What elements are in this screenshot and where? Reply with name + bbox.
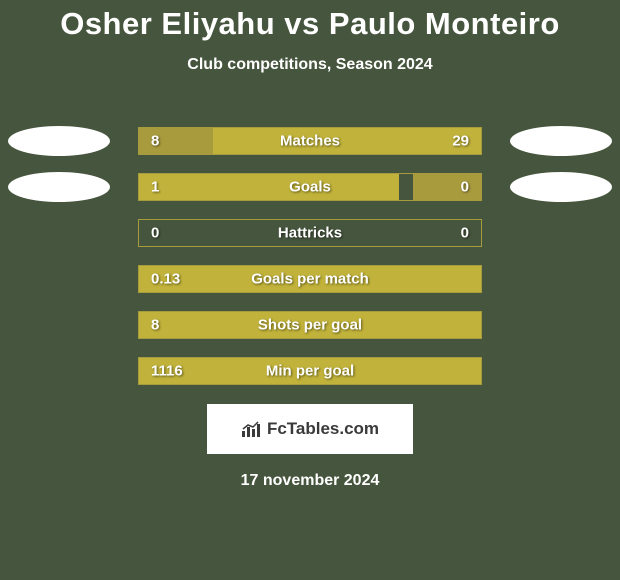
player1-badge — [8, 172, 110, 202]
stat-left-value: 8 — [151, 317, 159, 334]
chart-icon — [241, 420, 263, 438]
stat-left-value: 0.13 — [151, 271, 180, 288]
stat-left-value: 0 — [151, 225, 159, 242]
date-text: 17 november 2024 — [0, 472, 620, 490]
stat-bar: 1116 Min per goal — [138, 357, 482, 385]
comparison-infographic: Osher Eliyahu vs Paulo Monteiro Club com… — [0, 0, 620, 490]
stat-right-value: 0 — [461, 225, 469, 242]
placeholder — [8, 264, 110, 294]
stat-bar: 1 0 Goals — [138, 173, 482, 201]
bar-left-fill — [139, 174, 399, 200]
placeholder — [510, 356, 612, 386]
stat-right-value: 0 — [461, 179, 469, 196]
stat-label: Goals — [289, 179, 331, 196]
bar-gap — [399, 174, 413, 200]
stat-label: Min per goal — [266, 363, 354, 380]
bar-right-fill — [213, 128, 481, 154]
placeholder — [510, 310, 612, 340]
player1-badge — [8, 126, 110, 156]
stat-right-value: 29 — [452, 133, 469, 150]
placeholder — [510, 264, 612, 294]
stat-row: 0 0 Hattricks — [0, 210, 620, 256]
placeholder — [8, 218, 110, 248]
logo-box: FcTables.com — [207, 404, 413, 454]
player2-badge — [510, 172, 612, 202]
stat-label: Shots per goal — [258, 317, 362, 334]
player1-name: Osher Eliyahu — [60, 6, 275, 41]
stat-row: 8 29 Matches — [0, 118, 620, 164]
stat-bar: 8 29 Matches — [138, 127, 482, 155]
stat-row: 0.13 Goals per match — [0, 256, 620, 302]
page-title: Osher Eliyahu vs Paulo Monteiro — [0, 6, 620, 42]
stat-left-value: 1 — [151, 179, 159, 196]
stat-label: Matches — [280, 133, 340, 150]
stat-left-value: 8 — [151, 133, 159, 150]
logo: FcTables.com — [241, 419, 379, 439]
stat-label: Goals per match — [251, 271, 369, 288]
stat-left-value: 1116 — [151, 363, 183, 380]
placeholder — [8, 310, 110, 340]
placeholder — [8, 356, 110, 386]
logo-label: FcTables.com — [267, 419, 379, 439]
stat-row: 1116 Min per goal — [0, 348, 620, 394]
stats-container: 8 29 Matches 1 0 Goals 0 0 Hattricks 0.13 Goals pe… — [0, 118, 620, 394]
stat-bar: 0 0 Hattricks — [138, 219, 482, 247]
subtitle: Club competitions, Season 2024 — [0, 56, 620, 74]
stat-bar: 8 Shots per goal — [138, 311, 482, 339]
player2-badge — [510, 126, 612, 156]
placeholder — [510, 218, 612, 248]
stat-bar: 0.13 Goals per match — [138, 265, 482, 293]
stat-label: Hattricks — [278, 225, 342, 242]
stat-row: 8 Shots per goal — [0, 302, 620, 348]
bar-right-fill — [413, 174, 481, 200]
vs-text: vs — [284, 6, 319, 41]
stat-row: 1 0 Goals — [0, 164, 620, 210]
player2-name: Paulo Monteiro — [329, 6, 560, 41]
